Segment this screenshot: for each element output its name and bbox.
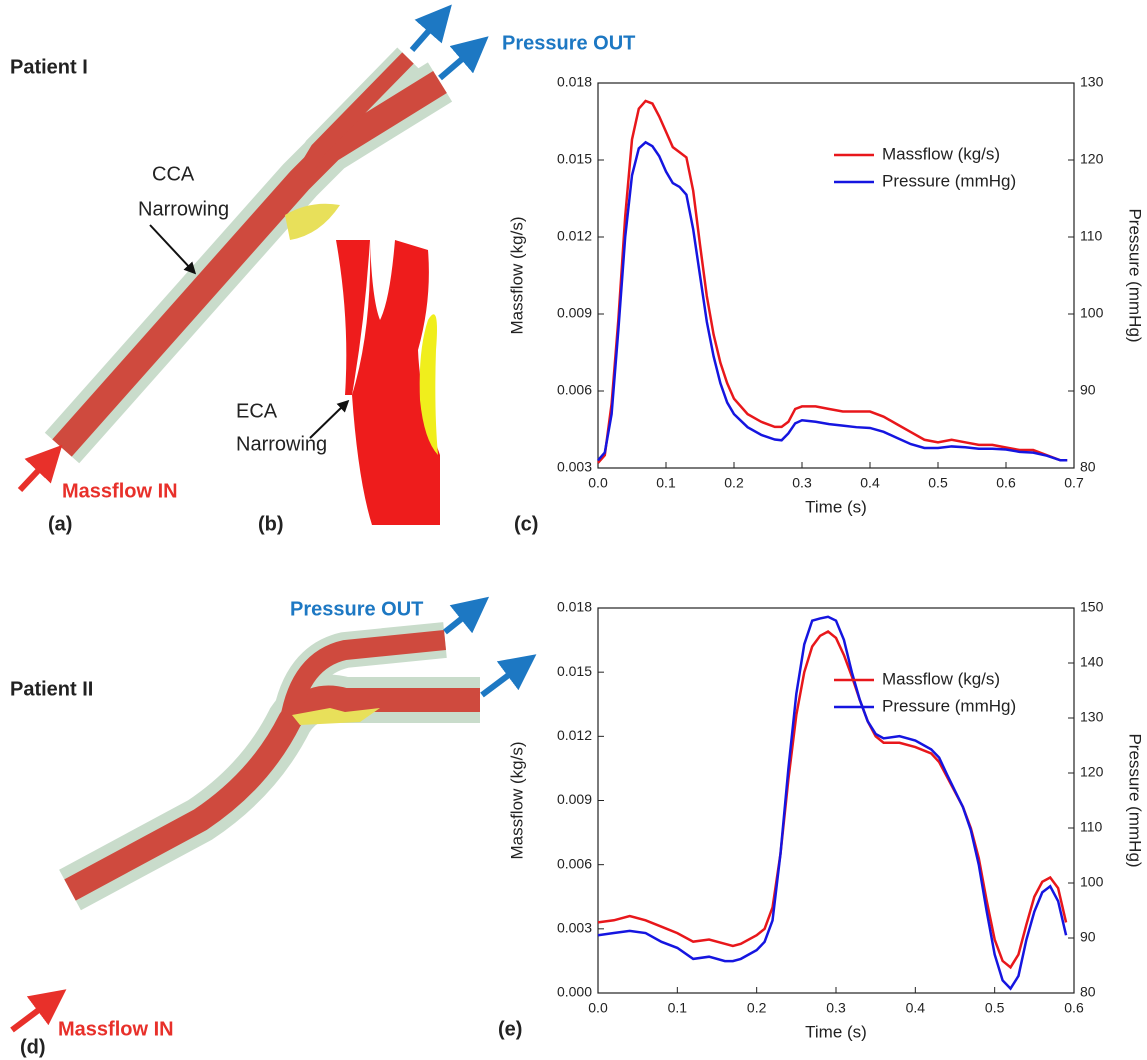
x-tick-label: 0.5	[928, 475, 948, 491]
arrow	[149, 224, 197, 275]
cca-label: CCA	[152, 163, 195, 185]
legend-label: Pressure (mmHg)	[882, 696, 1016, 715]
y2-tick-label: 90	[1080, 929, 1096, 945]
x-tick-label: 0.4	[906, 1000, 926, 1016]
x-axis-title: Time (s)	[805, 497, 867, 516]
x-tick-label: 0.6	[996, 475, 1016, 491]
y-tick-label: 0.003	[557, 920, 592, 936]
x-tick-label: 0.0	[588, 1000, 608, 1016]
y-tick-label: 0.018	[557, 599, 592, 615]
y2-tick-label: 90	[1080, 382, 1096, 398]
plot-frame	[597, 82, 1075, 469]
panel-label: (e)	[498, 1018, 522, 1040]
y-tick-label: 0.000	[557, 984, 592, 1000]
y2-axis-title: Pressure (mmHg)	[1126, 733, 1145, 867]
y-tick-label: 0.006	[557, 855, 592, 871]
x-tick-label: 0.0	[588, 475, 608, 491]
y2-tick-label: 140	[1080, 654, 1104, 670]
massflow-in-label: Massflow IN	[62, 480, 178, 502]
arrow	[17, 444, 63, 493]
eca-label: ECA	[236, 400, 278, 422]
vessel-1	[44, 47, 453, 464]
x-tick-label: 0.1	[668, 1000, 688, 1016]
y2-tick-label: 150	[1080, 599, 1104, 615]
x-tick-label: 0.4	[860, 475, 880, 491]
x-tick-label: 0.2	[724, 475, 744, 491]
massflow-in-label: Massflow IN	[58, 1018, 174, 1040]
y-tick-label: 0.012	[557, 228, 592, 244]
arrow	[443, 596, 490, 635]
legend-label: Pressure (mmHg)	[882, 171, 1016, 190]
panel-label: (b)	[258, 513, 284, 535]
data-line	[597, 99, 1068, 464]
y2-tick-label: 110	[1080, 819, 1103, 835]
x-tick-label: 0.1	[656, 475, 676, 491]
y-tick-label: 0.009	[557, 791, 592, 807]
inset-vessel	[336, 240, 440, 525]
y2-tick-label: 80	[1080, 459, 1096, 475]
legend-label: Massflow (kg/s)	[882, 144, 1000, 163]
arrow	[480, 654, 537, 698]
vessel-2	[59, 622, 480, 911]
data-line	[597, 615, 1068, 991]
x-axis-title: Time (s)	[805, 1022, 867, 1041]
y-axis-title: Massflow (kg/s)	[507, 216, 526, 334]
y2-tick-label: 120	[1080, 151, 1104, 167]
x-tick-label: 0.7	[1064, 475, 1084, 491]
panel-label: (a)	[48, 513, 72, 535]
y-tick-label: 0.015	[557, 151, 592, 167]
x-tick-label: 0.6	[1064, 1000, 1084, 1016]
y-tick-label: 0.003	[557, 459, 592, 475]
panel-label: (c)	[514, 513, 538, 535]
y2-tick-label: 100	[1080, 305, 1104, 321]
patient-label: Patient II	[10, 678, 93, 700]
y2-tick-label: 130	[1080, 74, 1104, 90]
x-tick-label: 0.2	[747, 1000, 767, 1016]
y-tick-label: 0.012	[557, 727, 592, 743]
panel-label: (d)	[20, 1036, 46, 1058]
pressure-out-label: Pressure OUT	[290, 598, 423, 620]
y-axis-title: Massflow (kg/s)	[507, 741, 526, 859]
arrow	[409, 4, 452, 52]
arrow	[309, 399, 350, 439]
legend-label: Massflow (kg/s)	[882, 669, 1000, 688]
data-line	[597, 140, 1068, 462]
y2-axis-title: Pressure (mmHg)	[1126, 208, 1145, 342]
y-tick-label: 0.018	[557, 74, 592, 90]
y-tick-label: 0.006	[557, 382, 592, 398]
y2-tick-label: 100	[1080, 874, 1104, 890]
eca-label: Narrowing	[236, 433, 327, 455]
y-tick-label: 0.009	[557, 305, 592, 321]
y-tick-label: 0.015	[557, 663, 592, 679]
x-tick-label: 0.3	[792, 475, 812, 491]
arrow	[10, 989, 67, 1033]
x-tick-label: 0.3	[826, 1000, 846, 1016]
plot-frame	[597, 607, 1075, 994]
y2-tick-label: 110	[1080, 228, 1103, 244]
cca-label: Narrowing	[138, 198, 229, 220]
x-tick-label: 0.5	[985, 1000, 1005, 1016]
patient-label: Patient I	[10, 56, 88, 78]
pressure-out-label: Pressure OUT	[502, 32, 635, 54]
y2-tick-label: 130	[1080, 709, 1104, 725]
y2-tick-label: 80	[1080, 984, 1096, 1000]
y2-tick-label: 120	[1080, 764, 1104, 780]
arrow	[438, 36, 489, 81]
